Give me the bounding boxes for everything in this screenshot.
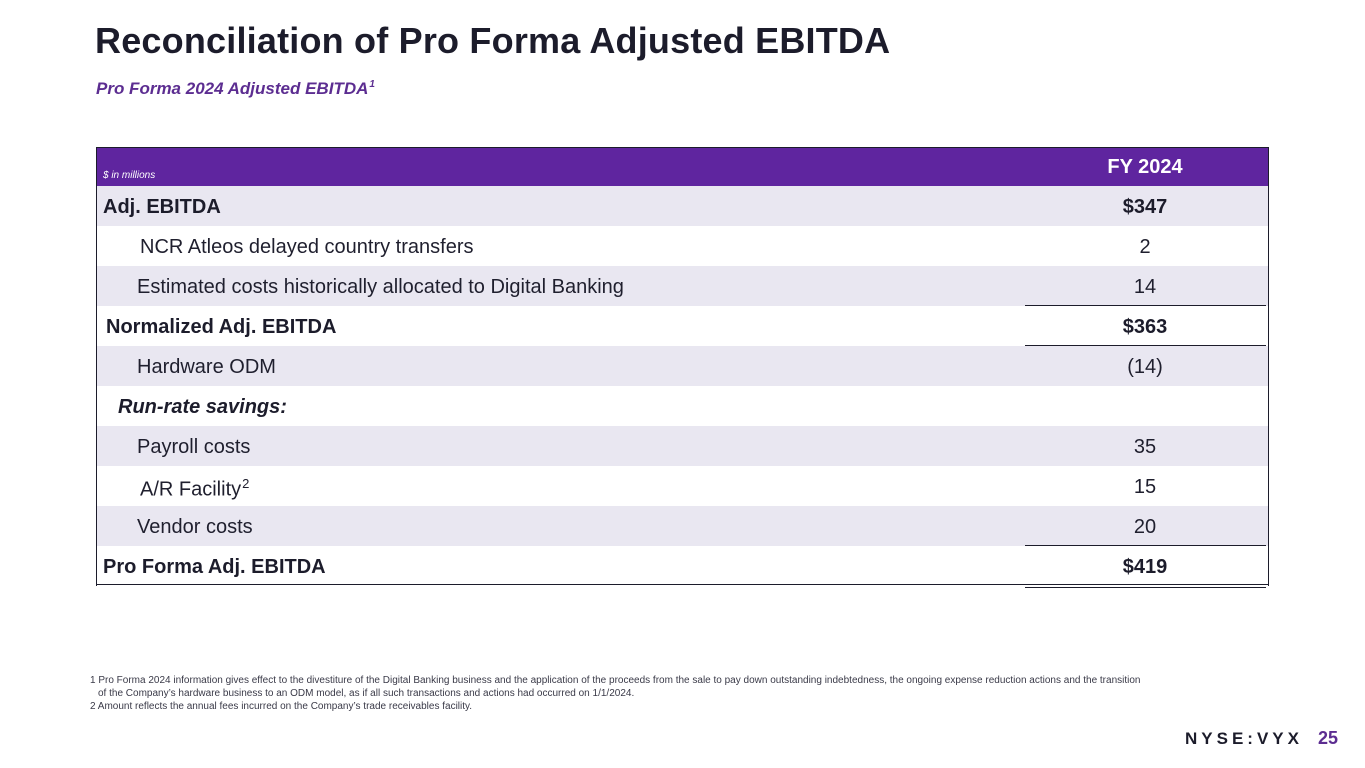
row-label: Pro Forma Adj. EBITDA: [103, 556, 326, 578]
row-value: 20: [1133, 516, 1157, 538]
row-value: (14): [1127, 356, 1163, 378]
table-row: A/R Facility2 15: [97, 466, 1268, 506]
table-row: Normalized Adj. EBITDA $363: [97, 306, 1268, 346]
page-number: 25: [1318, 728, 1339, 748]
row-value: $347: [1122, 196, 1168, 218]
table-row: NCR Atleos delayed country transfers 2: [97, 226, 1268, 266]
table-row: Vendor costs 20: [97, 506, 1268, 546]
table-row: Hardware ODM (14): [97, 346, 1268, 386]
row-label: Run-rate savings:: [118, 396, 287, 418]
page-title: Reconciliation of Pro Forma Adjusted EBI…: [95, 20, 891, 61]
footnote-1: 1 Pro Forma 2024 information gives effec…: [90, 675, 1141, 699]
subtitle-footnote-marker: 1: [369, 79, 375, 91]
table-row: Adj. EBITDA $347: [97, 186, 1268, 226]
footnotes: 1 Pro Forma 2024 information gives effec…: [90, 674, 1150, 713]
row-label: A/R Facility2: [140, 476, 249, 502]
table-row: Payroll costs 35: [97, 426, 1268, 466]
row-value: 14: [1133, 276, 1157, 298]
ticker-symbol: NYSE:VYX: [1185, 729, 1303, 748]
table-bottom-border: [96, 584, 1268, 585]
row-value: $419: [1122, 556, 1168, 578]
row-label-text: A/R Facility: [140, 478, 242, 501]
column-header-fy2024: FY 2024: [1107, 156, 1183, 178]
row-label: Vendor costs: [137, 516, 253, 538]
row-value: $363: [1122, 316, 1168, 338]
row-label: Estimated costs historically allocated t…: [137, 276, 624, 298]
table-row: Pro Forma Adj. EBITDA $419: [97, 546, 1268, 586]
units-label: $ in millions: [103, 170, 156, 181]
row-label: Adj. EBITDA: [103, 196, 221, 218]
table-row: Run-rate savings:: [97, 386, 1268, 426]
table-header: $ in millions FY 2024: [97, 148, 1268, 186]
row-value: 15: [1133, 476, 1157, 498]
row-footnote-marker: 2: [242, 476, 250, 491]
table-subtitle: Pro Forma 2024 Adjusted EBITDA1: [96, 79, 375, 99]
reconciliation-table: $ in millions FY 2024 Adj. EBITDA $347 N…: [96, 147, 1269, 586]
row-label: Payroll costs: [137, 436, 251, 458]
row-label: Hardware ODM: [137, 356, 276, 378]
footnote-2: 2 Amount reflects the annual fees incurr…: [90, 701, 473, 712]
row-label: NCR Atleos delayed country transfers: [140, 236, 474, 258]
row-label: Normalized Adj. EBITDA: [106, 316, 337, 338]
table-row: Estimated costs historically allocated t…: [97, 266, 1268, 306]
total-double-underline: [1025, 587, 1266, 588]
row-value: 2: [1139, 236, 1151, 258]
row-value: 35: [1133, 436, 1157, 458]
subtitle-text: Pro Forma 2024 Adjusted EBITDA: [96, 79, 369, 98]
